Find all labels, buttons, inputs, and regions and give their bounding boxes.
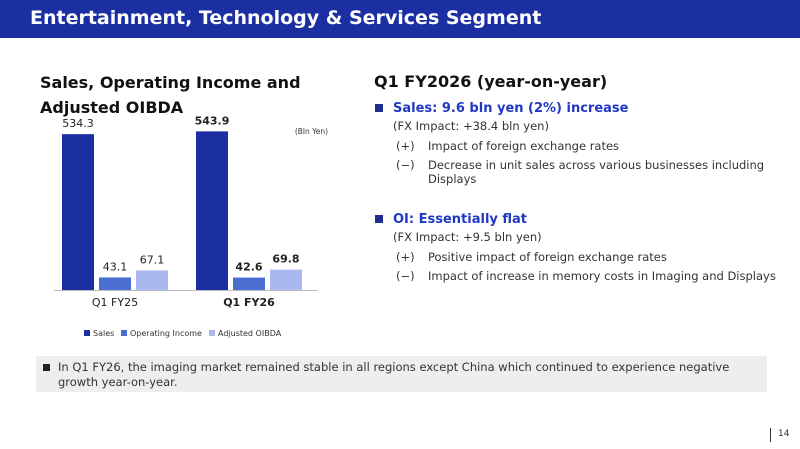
sales-impact-positive: (+) Impact of foreign exchange rates	[396, 139, 620, 153]
data-label: 543.9	[195, 114, 230, 127]
square-bullet-icon	[375, 215, 383, 223]
data-label: 67.1	[140, 253, 165, 266]
oi-section: OI: Essentially flat (FX Impact: +9.5 bl…	[374, 211, 784, 283]
oi-impact-positive: (+) Positive impact of foreign exchange …	[396, 250, 667, 264]
legend-swatch	[209, 330, 215, 336]
bar-operating-income	[233, 277, 265, 290]
chart-title: Sales, Operating Income and Adjusted OIB…	[40, 73, 301, 117]
bar-adjusted-oibda	[270, 269, 302, 290]
bar-adjusted-oibda	[136, 270, 168, 290]
oi-fx-impact: (FX Impact: +9.5 bln yen)	[393, 230, 542, 244]
legend-label: Operating Income	[130, 329, 202, 338]
summary-title: Q1 FY2026 (year-on-year)	[374, 72, 608, 91]
plus-mark: (+)	[396, 139, 415, 153]
data-label: 69.8	[272, 253, 299, 266]
sales-section: Sales: 9.6 bln yen (2%) increase (FX Imp…	[374, 100, 784, 186]
page-number: 14	[778, 429, 790, 439]
sales-fx-impact: (FX Impact: +38.4 bln yen)	[393, 119, 549, 133]
page-title: Entertainment, Technology & Services Seg…	[30, 7, 542, 29]
minus-mark: (−)	[396, 158, 415, 172]
square-bullet-icon	[43, 364, 50, 371]
legend-swatch	[121, 330, 127, 336]
oi-heading: OI: Essentially flat	[374, 211, 784, 228]
legend-swatch	[84, 330, 90, 336]
bar-chart: (Bln Yen) 534.3 43.1 67.1 Q1 FY25 543.9 42.6 69…	[54, 114, 328, 338]
unit-label: (Bln Yen)	[295, 127, 328, 136]
page-divider	[770, 428, 771, 442]
bar-sales	[62, 134, 94, 290]
legend-label: Sales	[93, 329, 114, 338]
square-bullet-icon	[375, 104, 383, 112]
data-label: 534.3	[62, 117, 94, 130]
legend-label: Adjusted OIBDA	[218, 329, 282, 338]
oi-impact-negative: (−) Impact of increase in memory costs i…	[396, 269, 776, 283]
category-label: Q1 FY26	[223, 296, 275, 309]
sales-heading: Sales: 9.6 bln yen (2%) increase	[374, 100, 784, 117]
category-label: Q1 FY25	[92, 296, 138, 309]
bar-operating-income	[99, 277, 131, 290]
note-text: In Q1 FY26, the imaging market remained …	[58, 360, 730, 389]
data-label: 43.1	[103, 260, 128, 273]
bar-sales	[196, 131, 228, 290]
header-bar: Entertainment, Technology & Services Seg…	[0, 0, 800, 38]
minus-mark: (−)	[396, 269, 415, 283]
sales-impact-negative: (−) Decrease in unit sales across variou…	[396, 158, 765, 186]
data-label: 42.6	[235, 261, 262, 274]
plus-mark: (+)	[396, 250, 415, 264]
note-box: In Q1 FY26, the imaging market remained …	[36, 356, 767, 392]
